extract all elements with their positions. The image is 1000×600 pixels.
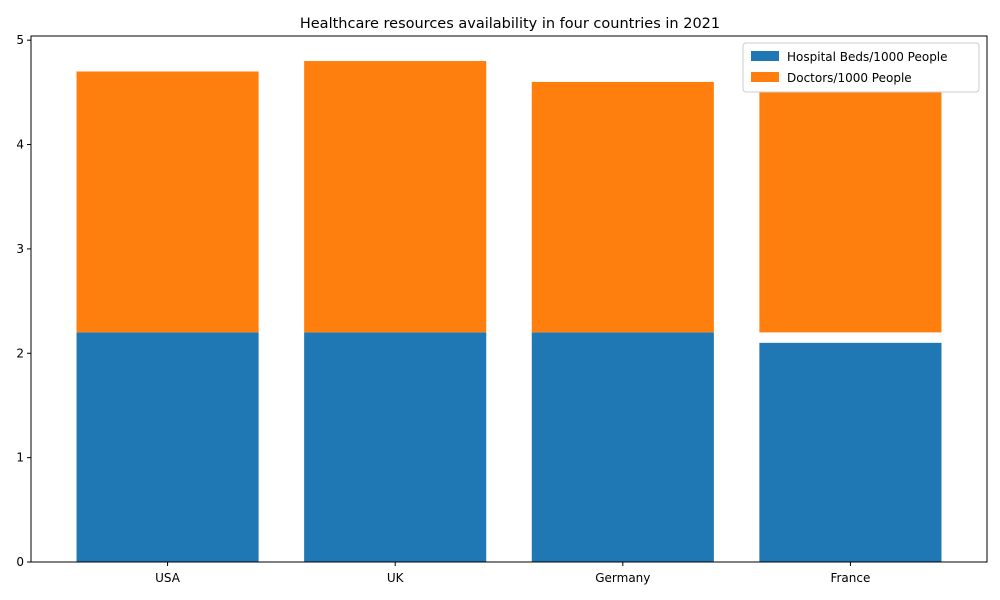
legend: Hospital Beds/1000 People Doctors/1000 Pe…	[742, 42, 980, 93]
legend-label-1: Hospital Beds/1000 People	[787, 50, 948, 64]
bars-layer	[76, 61, 942, 562]
x-tick-label-uk: UK	[387, 571, 405, 585]
legend-swatch-1	[751, 51, 779, 61]
bar-germany-series-1	[531, 332, 714, 562]
y-tick-label: 0	[16, 555, 24, 569]
y-tick-label: 4	[16, 138, 24, 152]
x-tick-label-france: France	[830, 571, 870, 585]
bar-germany-series-2	[531, 81, 714, 333]
bar-uk-series-2	[304, 61, 487, 333]
legend-label-2: Doctors/1000 People	[787, 71, 912, 85]
y-tick-label: 2	[16, 346, 24, 360]
x-tick-label-germany: Germany	[595, 571, 650, 585]
plot-frame	[30, 35, 988, 563]
bar-france-series-2	[759, 92, 942, 333]
bar-uk-series-1	[304, 332, 487, 562]
y-tick-label: 5	[16, 33, 24, 47]
bar-usa-series-2	[76, 71, 259, 333]
legend-box	[742, 42, 980, 93]
x-tick-label-usa: USA	[155, 571, 181, 585]
axes-layer: 0 1 2 3 4 5 USA UK Germany France	[16, 33, 988, 585]
y-tick-label: 1	[16, 451, 24, 465]
bar-france-series-1	[759, 342, 942, 562]
legend-swatch-2	[751, 72, 779, 82]
bar-usa-series-1	[76, 332, 259, 562]
y-tick-label: 3	[16, 242, 24, 256]
chart-title: Healthcare resources availability in fou…	[300, 16, 720, 32]
